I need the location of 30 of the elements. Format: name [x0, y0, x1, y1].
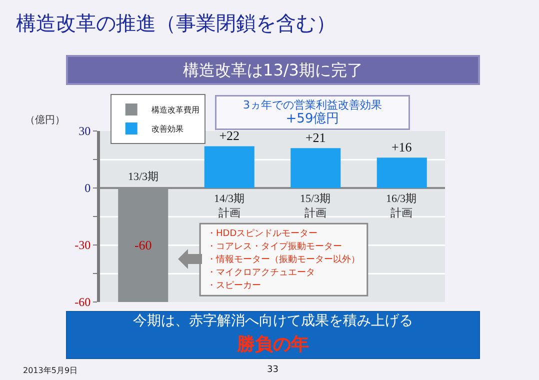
data-label: +22 — [219, 128, 240, 144]
x-tick-label: 13/3期 — [128, 171, 159, 183]
legend-label: 構造改革費用 — [151, 106, 200, 115]
x-tick-label: 15/3期計画 — [300, 193, 331, 220]
data-label: +21 — [305, 130, 326, 146]
data-label: -60 — [134, 238, 152, 252]
text: 33 — [267, 365, 278, 375]
text: 今期は、赤字解消へ向けて成果を積み上げる — [133, 313, 413, 329]
legend-label: 改善効果 — [151, 124, 184, 134]
bar — [290, 148, 341, 188]
text: 2013年5月9日 — [23, 366, 78, 375]
x-tick-label: 16/3期計画 — [386, 193, 417, 220]
annotation: ・スピーカー — [207, 280, 261, 291]
text: 勝負の年 — [236, 334, 309, 355]
chart-subtitle: 構造改革は13/3期に完了 — [183, 60, 363, 80]
y-tick-label: -30 — [74, 238, 91, 252]
data-label: +16 — [391, 140, 412, 155]
annotation: ・情報モーター（振動モーター以外） — [207, 254, 360, 265]
x-tick-label: 14/3期計画 — [214, 193, 245, 220]
y-axis-title: （億円） — [25, 114, 65, 126]
text: 3ヵ年での営業利益改善効果 +59億円 — [243, 98, 382, 127]
annotation: ・コアレス・タイプ振動モーター — [207, 241, 342, 252]
bar — [204, 146, 254, 188]
chart-title: 構造改革の推進（事業閉鎖を含む） — [16, 10, 336, 35]
bar — [376, 158, 427, 188]
annotation: ・マイクロアクチュエータ — [207, 268, 315, 278]
y-tick-label: 0 — [84, 181, 91, 196]
annotation: ・HDDスピンドルモーター — [207, 228, 318, 239]
y-tick-label: -60 — [74, 295, 91, 310]
y-tick-label: 30 — [78, 124, 91, 138]
